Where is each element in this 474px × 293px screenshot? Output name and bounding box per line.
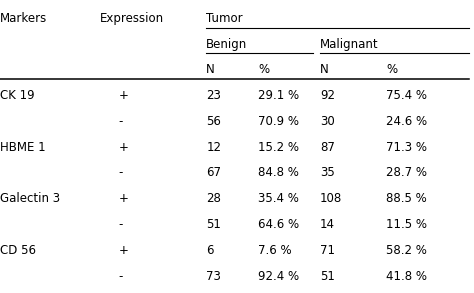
Text: 30: 30 — [320, 115, 335, 128]
Text: Markers: Markers — [0, 12, 47, 25]
Text: CD 56: CD 56 — [0, 244, 36, 257]
Text: 6: 6 — [206, 244, 214, 257]
Text: 14: 14 — [320, 218, 335, 231]
Text: 75.4 %: 75.4 % — [386, 89, 427, 102]
Text: +: + — [118, 89, 128, 102]
Text: 73: 73 — [206, 270, 221, 282]
Text: 71.3 %: 71.3 % — [386, 141, 427, 154]
Text: 88.5 %: 88.5 % — [386, 192, 427, 205]
Text: 24.6 %: 24.6 % — [386, 115, 428, 128]
Text: CK 19: CK 19 — [0, 89, 35, 102]
Text: 12: 12 — [206, 141, 221, 154]
Text: %: % — [258, 63, 269, 76]
Text: Tumor: Tumor — [206, 12, 243, 25]
Text: 92: 92 — [320, 89, 335, 102]
Text: Malignant: Malignant — [320, 38, 379, 50]
Text: N: N — [320, 63, 328, 76]
Text: 28: 28 — [206, 192, 221, 205]
Text: 67: 67 — [206, 166, 221, 179]
Text: Benign: Benign — [206, 38, 247, 50]
Text: 56: 56 — [206, 115, 221, 128]
Text: 7.6 %: 7.6 % — [258, 244, 292, 257]
Text: 51: 51 — [206, 218, 221, 231]
Text: Galectin 3: Galectin 3 — [0, 192, 60, 205]
Text: 28.7 %: 28.7 % — [386, 166, 427, 179]
Text: %: % — [386, 63, 397, 76]
Text: 41.8 %: 41.8 % — [386, 270, 427, 282]
Text: Expression: Expression — [100, 12, 164, 25]
Text: 35: 35 — [320, 166, 335, 179]
Text: +: + — [118, 244, 128, 257]
Text: 11.5 %: 11.5 % — [386, 218, 427, 231]
Text: +: + — [118, 141, 128, 154]
Text: 92.4 %: 92.4 % — [258, 270, 300, 282]
Text: 15.2 %: 15.2 % — [258, 141, 299, 154]
Text: 58.2 %: 58.2 % — [386, 244, 427, 257]
Text: HBME 1: HBME 1 — [0, 141, 46, 154]
Text: 64.6 %: 64.6 % — [258, 218, 300, 231]
Text: 29.1 %: 29.1 % — [258, 89, 300, 102]
Text: 108: 108 — [320, 192, 342, 205]
Text: 87: 87 — [320, 141, 335, 154]
Text: 23: 23 — [206, 89, 221, 102]
Text: 71: 71 — [320, 244, 335, 257]
Text: 35.4 %: 35.4 % — [258, 192, 299, 205]
Text: -: - — [118, 115, 123, 128]
Text: +: + — [118, 192, 128, 205]
Text: -: - — [118, 270, 123, 282]
Text: -: - — [118, 218, 123, 231]
Text: 51: 51 — [320, 270, 335, 282]
Text: 84.8 %: 84.8 % — [258, 166, 299, 179]
Text: -: - — [118, 166, 123, 179]
Text: N: N — [206, 63, 215, 76]
Text: 70.9 %: 70.9 % — [258, 115, 299, 128]
